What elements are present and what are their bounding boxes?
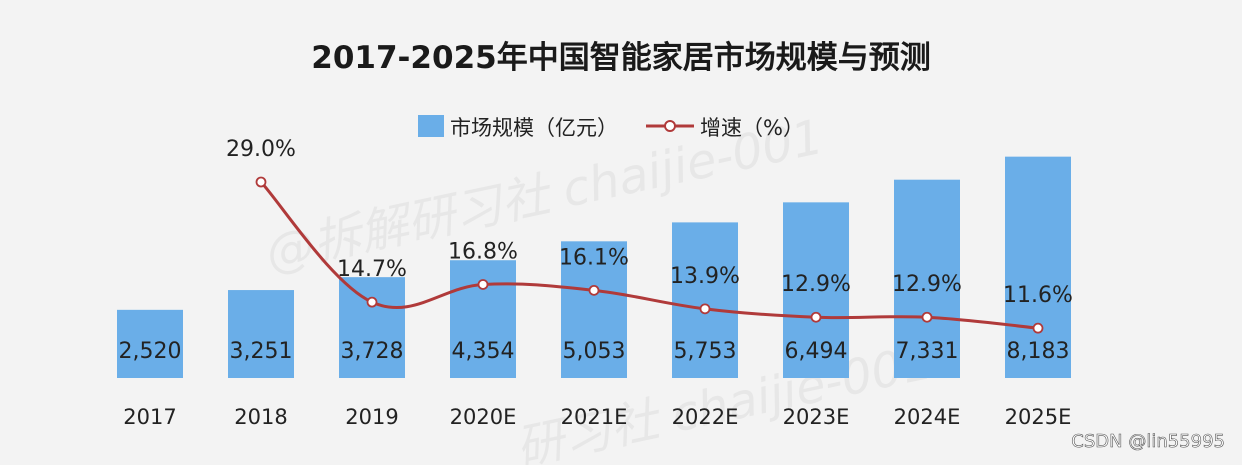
bar-value-label-2024E: 7,331 — [896, 339, 959, 364]
bar-series — [117, 156, 1071, 378]
x-tick-2018: 2018 — [234, 405, 287, 429]
growth-point-2020E — [477, 279, 489, 290]
bar-2018 — [228, 290, 294, 378]
bar-2017 — [117, 309, 183, 378]
bar-2023E — [783, 202, 849, 378]
growth-value-label-2020E: 16.8% — [448, 239, 518, 264]
x-tick-2025E: 2025E — [1005, 405, 1072, 429]
growth-point-2025E — [1032, 322, 1044, 334]
growth-point-2023E — [810, 311, 822, 323]
bar-2019 — [339, 277, 405, 378]
growth-value-label-2022E: 13.9% — [670, 264, 740, 289]
legend-line-marker — [664, 120, 676, 132]
credit-text: CSDN @lin55995 — [1071, 431, 1225, 452]
bar-value-label-2023E: 6,494 — [785, 339, 848, 364]
growth-point-2018 — [255, 176, 267, 188]
bar-2021E — [561, 241, 627, 378]
legend-bar-swatch — [418, 115, 444, 137]
x-tick-2023E: 2023E — [783, 405, 850, 429]
x-tick-2020E: 2020E — [450, 405, 517, 429]
growth-value-label-2019: 14.7% — [337, 257, 407, 282]
growth-value-label-2024E: 12.9% — [892, 272, 962, 297]
x-tick-2024E: 2024E — [894, 405, 961, 429]
growth-line-series — [255, 176, 1044, 334]
legend: 市场规模（亿元） 增速（%） — [418, 115, 804, 140]
growth-point-2021E — [588, 284, 600, 296]
chart-title: 2017-2025年中国智能家居市场规模与预测 — [311, 40, 930, 76]
data-labels: 2,520 3,251 3,728 4,354 5,053 5,753 6,494 7,331… — [119, 137, 1073, 364]
growth-point-2024E — [921, 311, 933, 323]
bar-value-label-2018: 3,251 — [230, 339, 293, 364]
growth-value-label-2021E: 16.1% — [559, 245, 629, 270]
growth-point-2019 — [366, 296, 378, 308]
bar-value-label-2019: 3,728 — [341, 339, 404, 364]
growth-value-label-2023E: 12.9% — [781, 272, 851, 297]
x-tick-2022E: 2022E — [672, 405, 739, 429]
bar-2025E — [1005, 156, 1071, 378]
growth-point-2022E — [699, 303, 711, 315]
x-tick-2021E: 2021E — [561, 405, 628, 429]
x-tick-2017: 2017 — [123, 405, 176, 429]
x-axis-ticks: 2017 2018 2019 2020E 2021E 2022E 2023E 2024E 202… — [123, 405, 1071, 429]
bar-value-label-2020E: 4,354 — [452, 339, 515, 364]
x-tick-2019: 2019 — [345, 405, 398, 429]
bar-2022E — [672, 222, 738, 378]
legend-line-label: 增速（%） — [700, 116, 804, 140]
legend-bar-label: 市场规模（亿元） — [450, 116, 618, 140]
bar-2024E — [894, 179, 960, 378]
bar-value-label-2021E: 5,053 — [563, 339, 626, 364]
bar-value-label-2017: 2,520 — [119, 339, 182, 364]
bar-value-label-2022E: 5,753 — [674, 339, 737, 364]
growth-value-label-2025E: 11.6% — [1003, 283, 1073, 308]
growth-value-label-2018: 29.0% — [226, 137, 296, 162]
bar-value-label-2025E: 8,183 — [1007, 339, 1070, 364]
